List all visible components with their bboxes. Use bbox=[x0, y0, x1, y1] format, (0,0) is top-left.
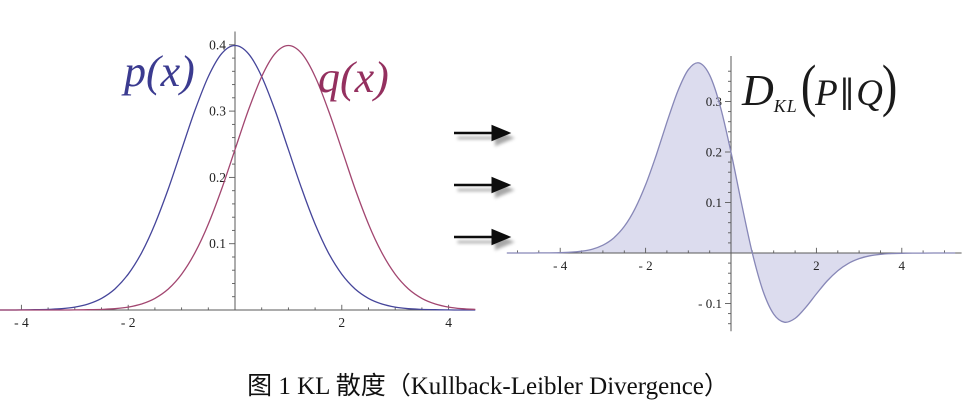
dkl-parallel-bars: ∥ bbox=[838, 75, 856, 111]
p-curve-label: p(x) bbox=[124, 47, 195, 96]
svg-text:4: 4 bbox=[445, 315, 452, 330]
svg-text:0.3: 0.3 bbox=[209, 104, 226, 119]
svg-text:0.2: 0.2 bbox=[209, 170, 226, 185]
svg-text:- 4: - 4 bbox=[14, 315, 29, 330]
dkl-D-text: D bbox=[742, 66, 774, 115]
svg-text:0.3: 0.3 bbox=[706, 94, 722, 109]
dkl-open-paren: ( bbox=[800, 53, 817, 118]
dkl-close-paren: ) bbox=[881, 53, 898, 118]
svg-text:- 2: - 2 bbox=[121, 315, 136, 330]
svg-text:0.1: 0.1 bbox=[706, 195, 722, 210]
svg-text:- 0.1: - 0.1 bbox=[698, 296, 722, 311]
dkl-Q-text: Q bbox=[856, 73, 883, 114]
svg-text:0.4: 0.4 bbox=[209, 37, 226, 52]
svg-text:0.2: 0.2 bbox=[706, 145, 722, 160]
dkl-subscript: KL bbox=[773, 96, 798, 116]
transform-arrows-icon bbox=[454, 124, 515, 251]
kl-divergence-chart: - 4 - 2 2 4 - 0.1 0.1 0.2 0.3 bbox=[506, 56, 962, 332]
svg-text:2: 2 bbox=[338, 315, 345, 330]
svg-text:2: 2 bbox=[813, 258, 820, 273]
svg-text:- 4: - 4 bbox=[553, 258, 568, 273]
svg-text:4: 4 bbox=[899, 258, 906, 273]
figure-caption: 图 1 KL 散度（Kullback-Leibler Divergence） bbox=[247, 373, 729, 400]
svg-text:- 2: - 2 bbox=[639, 258, 653, 273]
svg-text:0.1: 0.1 bbox=[209, 236, 226, 251]
dkl-formula-label: DKL (P∥Q) bbox=[742, 53, 898, 136]
pq-distributions-chart: - 4 - 2 2 4 0.1 0.2 0.3 0.4 bbox=[0, 31, 476, 330]
dkl-P-text: P bbox=[815, 73, 838, 114]
q-curve-label: q(x) bbox=[318, 53, 389, 102]
